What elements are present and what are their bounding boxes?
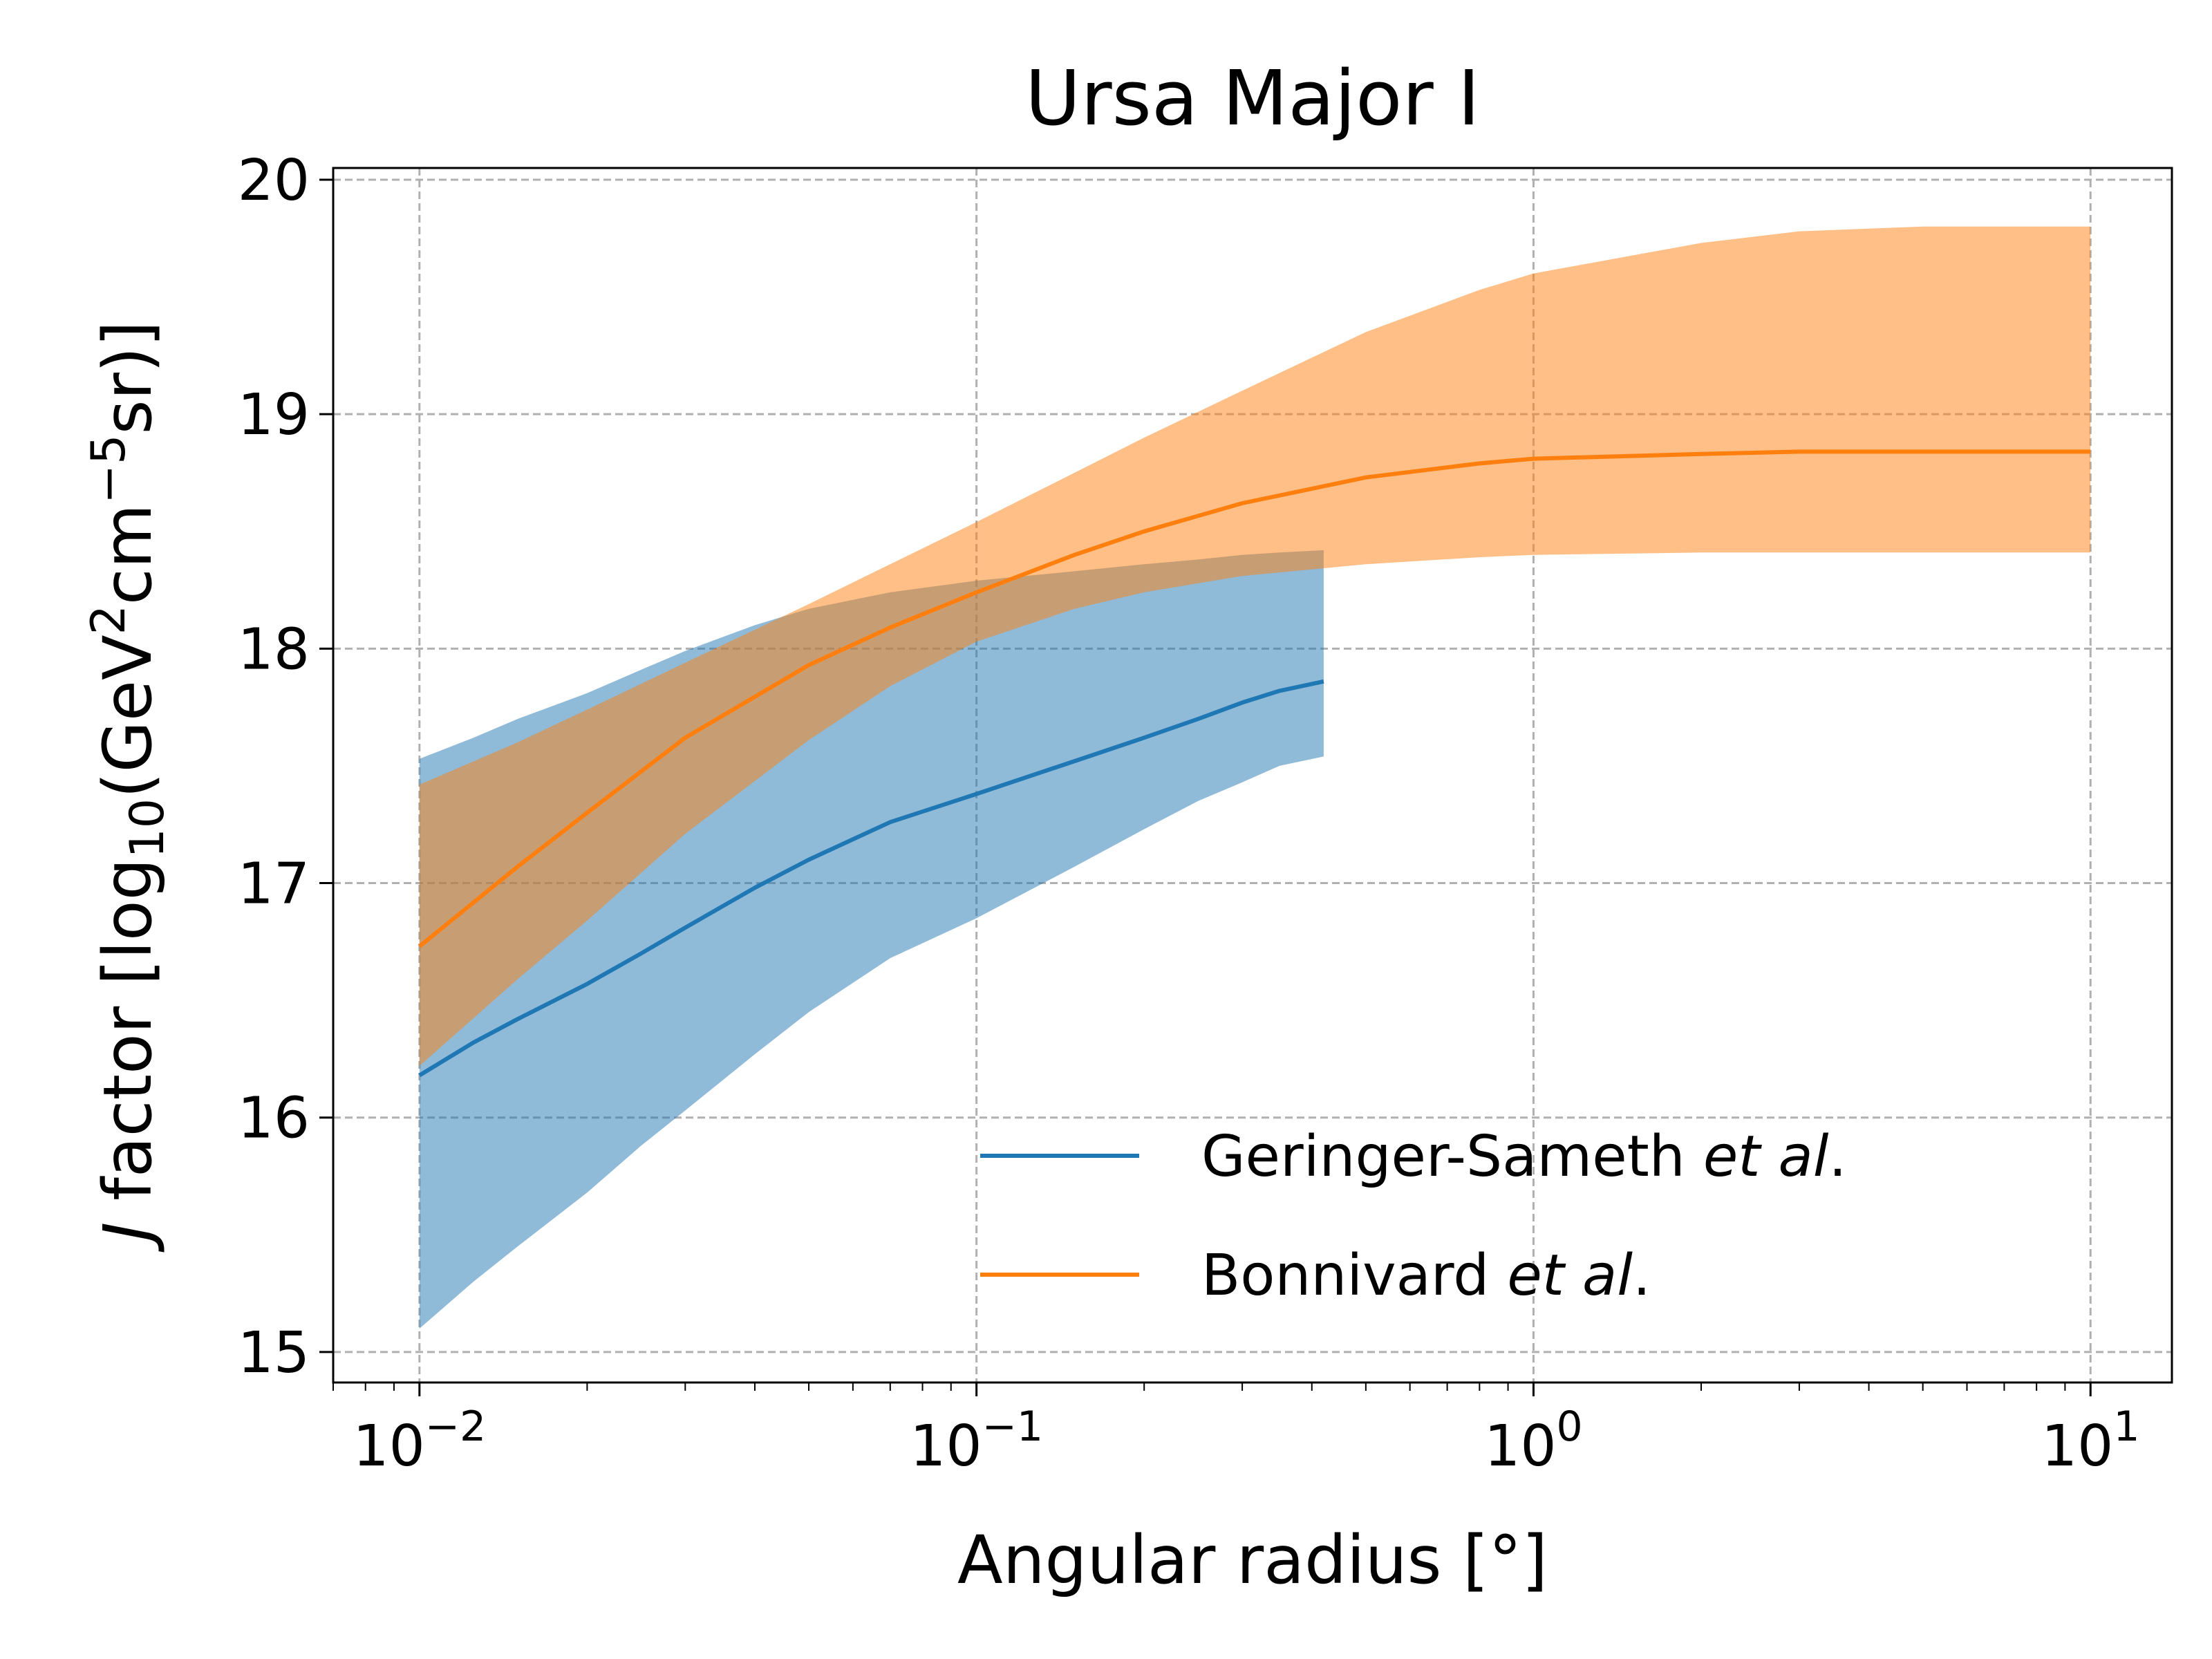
y-tick-label: 19 xyxy=(238,382,310,448)
confidence-band-2 xyxy=(419,226,2091,1067)
y-tick-label: 18 xyxy=(238,617,310,682)
y-axis-label-text: factor [log xyxy=(89,858,167,1221)
x-tick-label-base: 10 xyxy=(1484,1414,1556,1479)
x-tick-label-exponent: 0 xyxy=(1557,1403,1583,1451)
y-axis-label-unit: (GeV xyxy=(89,635,167,798)
y-tick-label: 15 xyxy=(238,1320,310,1386)
x-tick-label-exponent: −1 xyxy=(982,1403,1043,1451)
legend-label-italic: et al xyxy=(1703,1124,1829,1190)
confidence-bands xyxy=(419,226,2091,1329)
legend-label-end: . xyxy=(1633,1243,1651,1309)
x-tick-label-exponent: −2 xyxy=(425,1403,486,1451)
y-tick-label: 20 xyxy=(238,148,310,214)
x-tick-label: 10−2 xyxy=(353,1403,486,1479)
legend-label-1: Geringer-Sameth et al. xyxy=(1201,1124,1847,1190)
legend-label-text: Geringer-Sameth xyxy=(1201,1124,1703,1190)
x-tick-label-base: 10 xyxy=(2041,1414,2113,1479)
y-tick-label: 16 xyxy=(238,1086,310,1152)
y-axis-label-superscript-1: 2 xyxy=(82,605,136,635)
x-tick-label-base: 10 xyxy=(353,1414,424,1479)
y-axis-label-superscript-2: −5 xyxy=(82,435,136,504)
legend-label-end: . xyxy=(1829,1124,1847,1190)
x-tick-label-exponent: 1 xyxy=(2113,1403,2139,1451)
x-tick-label: 101 xyxy=(2041,1403,2140,1479)
x-tick-label: 10−1 xyxy=(910,1403,1043,1479)
plot-frame xyxy=(332,167,2173,1384)
series-line-1 xyxy=(418,679,1324,1078)
legend: Geringer-Sameth et al.Bonnivard et al. xyxy=(980,1124,1847,1309)
y-axis-label: J factor [log10(GeV2cm−5sr)] xyxy=(82,321,175,1253)
y-axis-label-subscript: 10 xyxy=(120,798,175,859)
x-axis-label: Angular radius [°] xyxy=(957,1521,1548,1599)
legend-label-2: Bonnivard et al. xyxy=(1201,1243,1651,1309)
y-tick-label: 17 xyxy=(238,852,310,917)
y-axis-label-main: J factor [log xyxy=(89,858,167,1252)
legend-label-text: Bonnivard xyxy=(1201,1243,1507,1309)
legend-label-italic: et al xyxy=(1507,1243,1633,1309)
y-axis-label-end: sr)] xyxy=(89,321,167,434)
y-axis-label-unit-2: cm xyxy=(89,504,167,605)
series-lines xyxy=(418,449,2091,1078)
chart-title: Ursa Major I xyxy=(1025,54,1480,142)
x-tick-label-base: 10 xyxy=(910,1414,982,1479)
series-line-2 xyxy=(418,449,2091,948)
x-tick-label: 100 xyxy=(1484,1403,1583,1479)
